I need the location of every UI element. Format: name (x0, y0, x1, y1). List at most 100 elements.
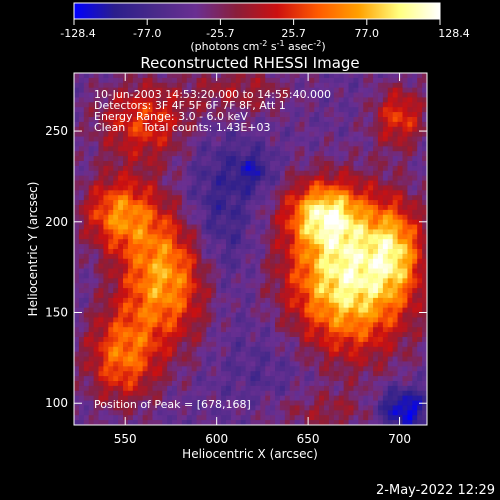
heatmap-cell (127, 405, 134, 411)
heatmap-cell (368, 121, 374, 128)
heatmap-cell (294, 244, 301, 250)
heatmap-cell (407, 371, 413, 377)
heatmap-cell (221, 376, 227, 382)
heatmap-cell (319, 317, 325, 323)
heatmap-cell (387, 205, 394, 211)
heatmap-cell (417, 219, 423, 226)
heatmap-cell (196, 317, 203, 323)
heatmap-cell (245, 332, 252, 338)
heatmap-cell (314, 161, 320, 167)
heatmap-cell (304, 141, 310, 147)
heatmap-cell (240, 400, 247, 407)
heatmap-cell (113, 200, 119, 206)
heatmap-cell (353, 332, 359, 338)
heatmap-cell (284, 224, 291, 231)
heatmap-cell (74, 73, 80, 79)
heatmap-cell (343, 273, 350, 279)
heatmap-cell (240, 126, 247, 133)
heatmap-cell (113, 117, 119, 123)
heatmap-cell (328, 214, 335, 221)
heatmap-cell (338, 337, 345, 343)
heatmap-cell (113, 410, 119, 416)
heatmap-cell (299, 371, 306, 377)
heatmap-cell (123, 376, 129, 382)
heatmap-cell (284, 249, 291, 255)
heatmap-cell (78, 317, 85, 323)
heatmap-cell (387, 219, 394, 226)
heatmap-cell (397, 400, 404, 407)
heatmap-cell (74, 141, 80, 147)
heatmap-cell (314, 131, 320, 138)
heatmap-cell (240, 249, 247, 255)
heatmap-cell (402, 332, 408, 338)
heatmap-cell (299, 337, 306, 343)
heatmap-cell (147, 117, 154, 123)
heatmap-cell (353, 126, 359, 133)
heatmap-cell (402, 268, 408, 275)
heatmap-cell (382, 141, 389, 147)
heatmap-cell (240, 190, 247, 196)
heatmap-cell (103, 175, 109, 182)
heatmap-cell (377, 249, 384, 255)
heatmap-cell (348, 351, 355, 358)
heatmap-cell (230, 107, 237, 113)
heatmap-cell (191, 366, 198, 372)
heatmap-cell (157, 258, 163, 265)
heatmap-cell (417, 229, 423, 235)
heatmap-cell (368, 361, 374, 367)
heatmap-cell (319, 234, 325, 240)
heatmap-cell (304, 200, 310, 206)
heatmap-cell (240, 97, 247, 103)
heatmap-cell (353, 209, 359, 216)
heatmap-cell (324, 151, 330, 157)
heatmap-cell (407, 297, 413, 304)
heatmap-cell (324, 239, 330, 245)
heatmap-cell (78, 381, 85, 387)
heatmap-cell (304, 117, 310, 123)
heatmap-cell (147, 141, 154, 147)
heatmap-cell (353, 273, 359, 279)
heatmap-cell (88, 214, 95, 221)
heatmap-cell (279, 102, 286, 108)
heatmap-cell (132, 283, 139, 289)
heatmap-cell (206, 253, 212, 260)
heatmap-cell (147, 263, 154, 270)
heatmap-cell (328, 356, 335, 363)
heatmap-cell (407, 385, 413, 392)
heatmap-cell (137, 258, 144, 265)
heatmap-cell (289, 121, 296, 128)
heatmap-cell (368, 268, 374, 275)
heatmap-cell (123, 268, 129, 275)
heatmap-cell (235, 77, 242, 84)
heatmap-cell (377, 322, 384, 328)
heatmap-cell (78, 297, 85, 304)
heatmap-cell (333, 185, 340, 191)
heatmap-cell (260, 156, 266, 162)
heatmap-cell (78, 410, 85, 416)
heatmap-cell (343, 244, 350, 250)
heatmap-cell (358, 307, 364, 314)
heatmap-cell (275, 224, 281, 231)
heatmap-cell (284, 209, 291, 216)
heatmap-cell (142, 121, 149, 128)
heatmap-cell (392, 317, 399, 323)
heatmap-cell (392, 239, 399, 245)
heatmap-cell (147, 356, 154, 363)
heatmap-cell (78, 77, 85, 84)
heatmap-cell (181, 82, 188, 89)
heatmap-cell (201, 278, 207, 284)
heatmap-cell (338, 400, 345, 407)
heatmap-cell (147, 244, 154, 250)
heatmap-cell (230, 346, 237, 353)
heatmap-cell (338, 136, 345, 143)
heatmap-cell (78, 161, 85, 167)
heatmap-cell (157, 87, 163, 94)
heatmap-cell (157, 107, 163, 113)
heatmap-cell (162, 126, 168, 133)
heatmap-cell (289, 156, 296, 162)
heatmap-cell (186, 405, 193, 411)
heatmap-cell (113, 209, 119, 216)
heatmap-cell (284, 77, 291, 84)
heatmap-cell (270, 371, 276, 377)
heatmap-cell (377, 405, 384, 411)
